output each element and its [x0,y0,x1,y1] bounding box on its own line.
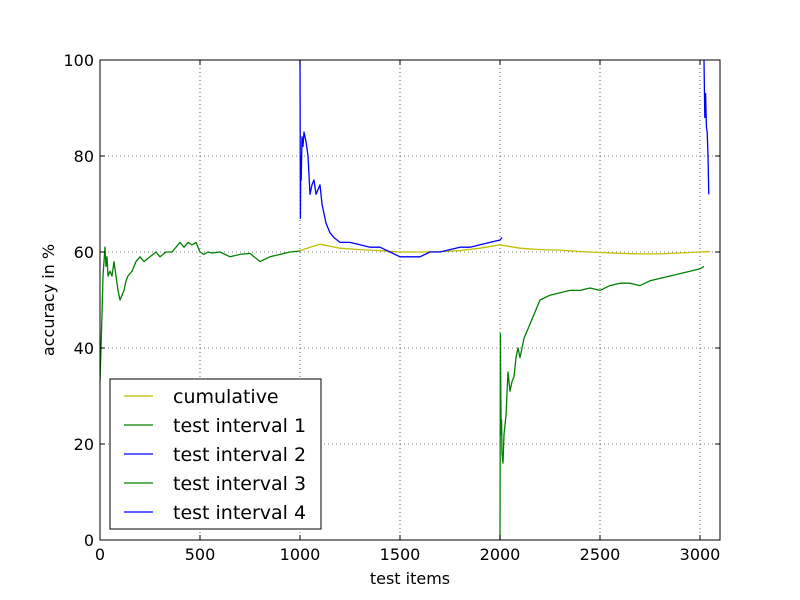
series-line-test-interval-1 [100,241,301,382]
series-lines [100,60,711,540]
legend-label: test interval 1 [173,415,306,437]
y-tick-label: 0 [84,531,94,550]
x-tick-label: 1000 [280,545,321,564]
legend-label: cumulative [173,386,279,408]
x-tick-label: 0 [95,545,105,564]
y-tick-label: 80 [74,147,94,166]
legend-label: test interval 3 [173,473,306,495]
y-axis-label: accuracy in % [39,244,58,356]
plot-frame [99,59,721,541]
axis-ticks: 0 500 1000 1500 2000 2500 3000 0 20 40 60 80 100 [63,51,720,564]
y-tick-label: 60 [74,243,94,262]
legend-items: cumulative test interval 1 test interval 2… [124,386,306,524]
series-line-test-interval-2 [299,60,503,258]
grid-lines [100,60,720,540]
y-tick-label: 100 [63,51,94,70]
y-tick-label: 40 [74,339,94,358]
x-tick-label: 2500 [580,545,621,564]
series-line-test-interval-4 [703,60,710,195]
x-tick-label: 500 [185,545,216,564]
x-tick-label: 2000 [480,545,521,564]
legend-label: test interval 4 [173,502,306,524]
x-tick-label: 1500 [380,545,421,564]
legend-label: test interval 2 [173,444,306,466]
x-tick-label: 3000 [680,545,721,564]
legend: cumulative test interval 1 test interval 2… [109,378,322,530]
series-line-test-interval-3 [499,265,705,540]
x-axis-label: test items [370,569,450,588]
y-tick-label: 20 [74,435,94,454]
series-line-cumulative [299,243,711,255]
